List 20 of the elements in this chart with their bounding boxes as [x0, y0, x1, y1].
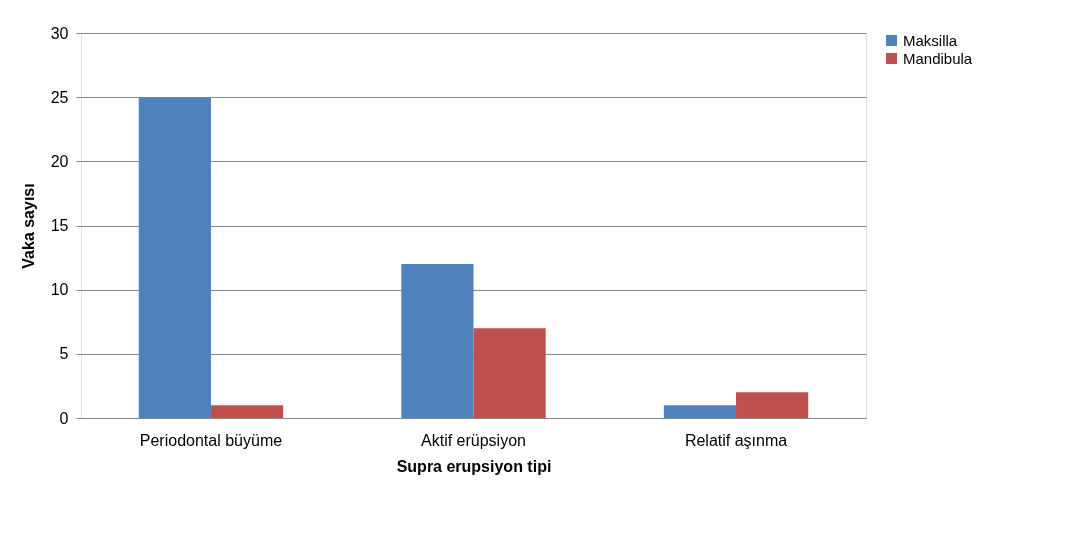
bar: [663, 405, 737, 418]
legend-label: Mandibula: [903, 49, 973, 67]
legend-label: Maksilla: [903, 31, 958, 49]
y-tick-label: 5: [59, 345, 69, 363]
bar: [210, 405, 284, 418]
bar: [401, 264, 474, 418]
y-axis-title: Vaka sayısı: [19, 183, 37, 269]
bar: [473, 328, 546, 418]
x-tick-label: Periodontal büyüme: [139, 431, 283, 449]
y-tick-label: 15: [50, 217, 69, 234]
bar: [736, 392, 809, 418]
y-tick-label: 25: [50, 88, 69, 106]
x-tick-label: Aktif erüpsiyon: [421, 431, 526, 449]
x-axis-title: Supra erupsiyon tipi: [396, 457, 552, 475]
y-tick-label: 30: [50, 24, 69, 42]
bar: [138, 97, 211, 418]
y-tick-label: 10: [50, 281, 69, 299]
y-tick-label: 0: [59, 409, 69, 427]
x-tick-label: Relatif aşınma: [684, 431, 788, 449]
y-tick-label: 20: [50, 152, 69, 170]
